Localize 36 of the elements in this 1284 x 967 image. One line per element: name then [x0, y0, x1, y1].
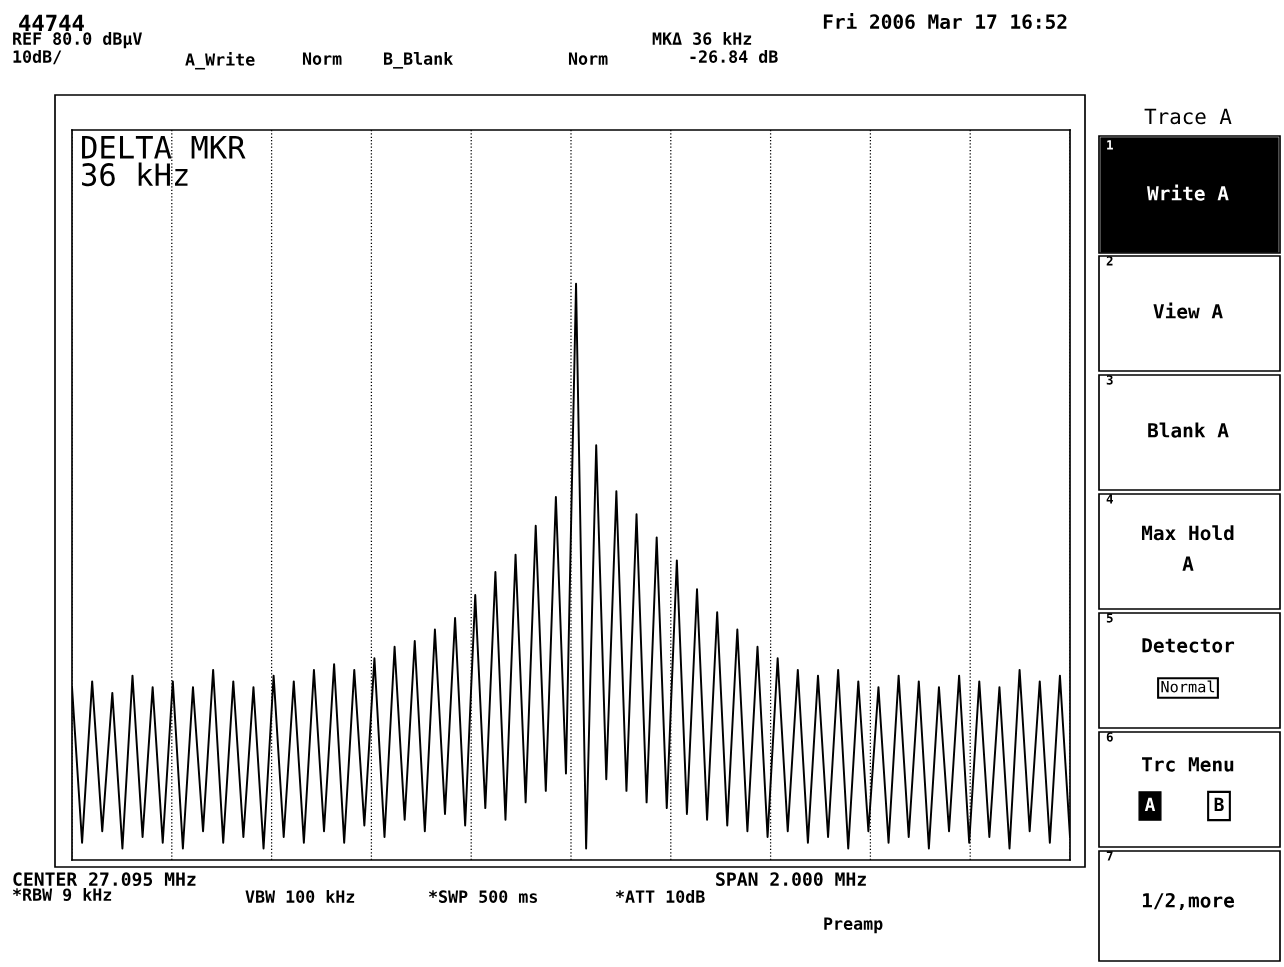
text: *RBW 9 kHz — [12, 888, 112, 901]
text: Normal — [1161, 680, 1215, 693]
text: Norm — [302, 52, 342, 65]
text: DELTA MKR 36 kHz — [82, 136, 246, 187]
text: *SWP 500 ms — [428, 890, 538, 903]
text: View A — [1153, 302, 1223, 319]
text: Blank A — [1148, 422, 1229, 438]
text: Preamp — [824, 917, 883, 934]
text: VBW 100 kHz — [245, 890, 355, 903]
text: B_Blank — [384, 52, 453, 69]
text: Norm — [568, 52, 608, 65]
text: CENTER 27.095 MHz — [13, 872, 196, 887]
text: MKΔ 36 kHz — [652, 32, 752, 45]
text: Trace A — [1144, 108, 1232, 125]
text: A — [1144, 797, 1156, 811]
text: -26.84 dB — [690, 50, 778, 63]
text: Write A — [1147, 184, 1229, 201]
text: Fri 2006 Mar 17 16:52 — [823, 12, 1067, 30]
text: 7 — [1106, 851, 1113, 861]
text: Detector — [1142, 638, 1235, 653]
text: A_Write — [185, 52, 255, 70]
text: 44744 — [19, 14, 84, 31]
text: 1 — [1107, 140, 1113, 150]
text: 10dB/ — [13, 50, 62, 65]
text: REF 80.0 dBµV — [13, 32, 142, 49]
text: 1/2,more — [1142, 892, 1235, 911]
text: Trc Menu — [1142, 757, 1234, 772]
text: SPAN 2.000 MHz — [716, 872, 866, 886]
text: 3 — [1106, 375, 1113, 385]
text: B — [1214, 797, 1224, 811]
text: *ATT 10dB — [615, 890, 705, 903]
text: 4 — [1106, 494, 1113, 504]
text: Max Hold A — [1141, 525, 1234, 571]
text: 5 — [1106, 613, 1113, 623]
text: 2 — [1106, 256, 1113, 266]
text: 6 — [1106, 732, 1113, 742]
